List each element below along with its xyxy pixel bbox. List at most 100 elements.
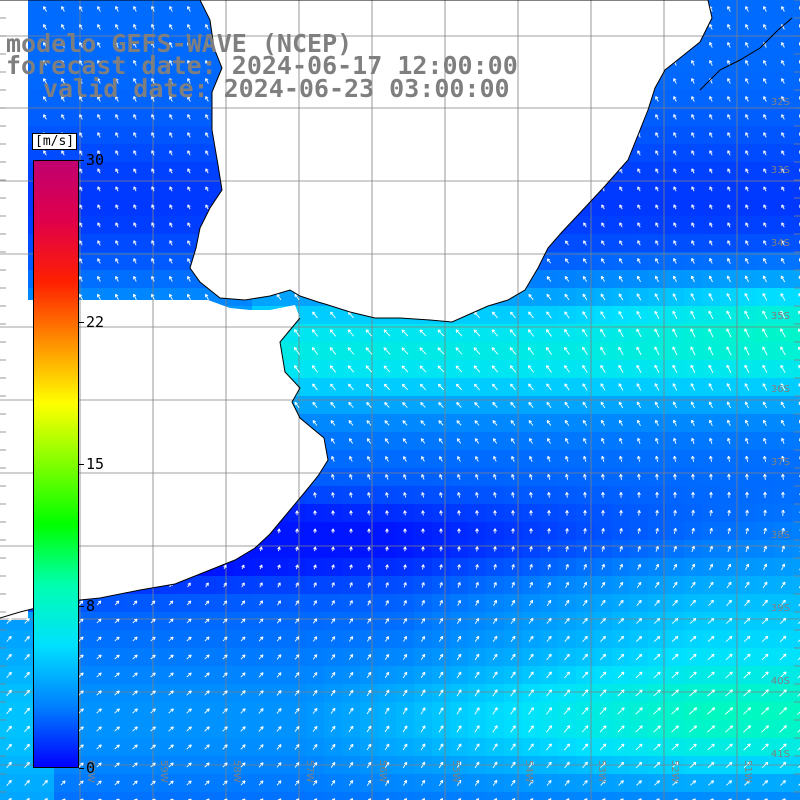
wind-arrow-head [492,383,494,388]
wind-arrow-head [347,329,350,333]
speed-cell [72,792,91,800]
speed-cell [792,774,800,793]
wind-arrow-head [348,311,350,316]
speed-cell [792,558,800,577]
speed-cell [702,792,721,800]
speed-cell [666,792,685,800]
wind-arrow-head [509,365,512,369]
speed-cell [792,18,800,37]
speed-cell [630,792,649,800]
speed-cell [792,54,800,73]
speed-cell [792,522,800,541]
speed-cell [792,162,800,181]
speed-cell [306,792,325,800]
speed-cell [792,468,800,487]
speed-cell [792,504,800,523]
speed-cell [792,630,800,649]
speed-cell [216,792,235,800]
wind-arrow-head [492,420,495,424]
speed-cell [792,252,800,271]
speed-cell [792,306,800,325]
speed-cell [180,792,199,800]
speed-cell [162,792,181,800]
speed-cell [792,594,800,613]
speed-cell [288,792,307,800]
speed-cell [792,720,800,739]
wind-arrow-head [347,365,350,369]
speed-cell [792,414,800,433]
wind-arrow-head [330,420,332,424]
speed-cell [792,360,800,379]
speed-cell [792,36,800,55]
wind-arrow-head [601,456,603,460]
wind-arrow-head [492,311,494,316]
speed-cell [792,738,800,757]
speed-cell [792,90,800,109]
speed-cell [792,288,800,307]
speed-cell [684,792,703,800]
wind-arrow-head [366,420,369,424]
speed-cell [576,792,595,800]
speed-cell [792,702,800,721]
speed-cell [792,648,800,667]
wind-arrow-head [492,402,494,406]
wind-arrow-head [329,347,332,351]
wind-arrow-head [491,365,494,369]
wind-arrow-head [474,420,477,424]
wind-arrow-head [511,474,513,478]
speed-cell [792,234,800,253]
wind-arrow-head [330,383,332,388]
wind-arrow-head [347,347,350,351]
speed-cell [792,126,800,145]
speed-cell [612,792,631,800]
speed-cell [792,324,800,343]
speed-cell [792,432,800,451]
speed-cell [792,198,800,217]
speed-cell [198,792,217,800]
speed-cell [792,612,800,631]
wind-arrow-head [709,438,711,442]
speed-cell [792,684,800,703]
speed-cell [792,486,800,505]
speed-cell [792,180,800,199]
wind-arrow-head [491,347,494,351]
speed-cell [90,792,109,800]
speed-cell [792,666,800,685]
wind-arrow-head [348,383,350,388]
wind-arrow-head [491,329,494,333]
speed-cell [792,540,800,559]
speed-cell [756,792,775,800]
wind-arrow-head [529,474,531,478]
wind-arrow-head [509,347,512,351]
wind-arrow-head [509,329,512,333]
speed-cell [792,342,800,361]
wind-arrow-head [348,402,350,406]
speed-cell [252,792,271,800]
speed-cell [720,792,739,800]
speed-cell [558,792,577,800]
wind-arrow-head [510,311,512,316]
wind-arrow-head [329,329,332,333]
speed-cell [738,792,757,800]
speed-cell [324,792,343,800]
land-strip [0,0,28,620]
wind-arrow-head [727,438,729,442]
wind-arrow-head [510,420,512,424]
speed-cell [54,792,73,800]
wind-arrow-head [583,456,585,460]
speed-cell [594,792,613,800]
wind-arrow-head [330,311,332,316]
speed-cell [792,0,800,19]
speed-cell [126,792,145,800]
wind-arrow-head [330,402,332,406]
speed-cell [792,576,800,595]
wind-arrow-head [510,383,512,388]
wind-arrow-head [329,365,332,369]
speed-cell [792,72,800,91]
speed-cell [108,792,127,800]
wind-arrow-head [691,438,693,442]
speed-cell [792,144,800,163]
speed-cell [270,792,289,800]
speed-cell [792,270,800,289]
